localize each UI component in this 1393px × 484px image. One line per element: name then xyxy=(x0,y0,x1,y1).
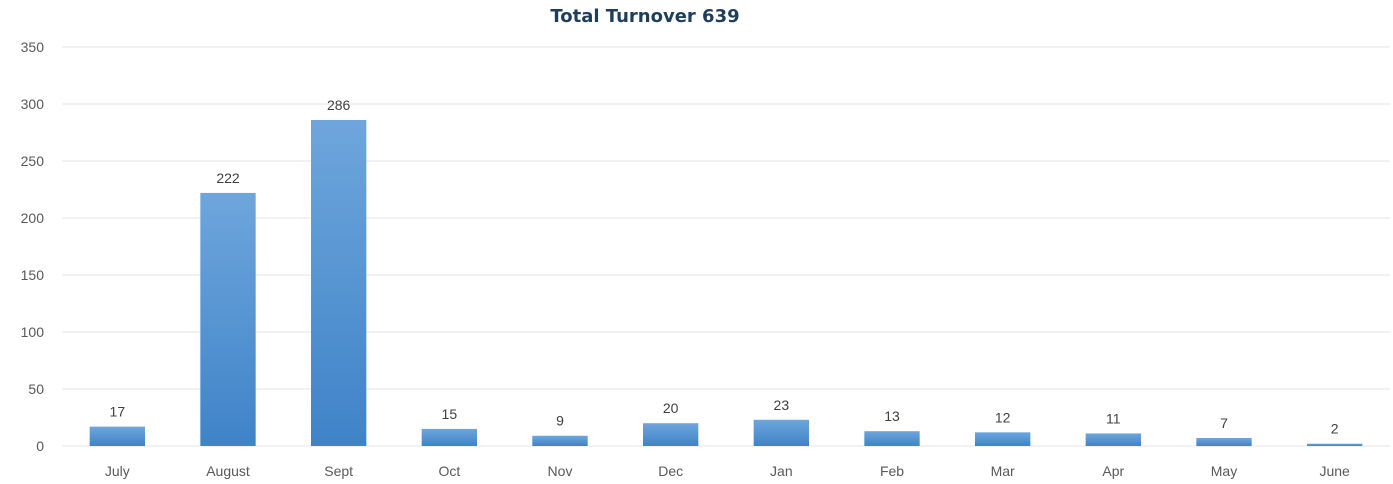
bar-july xyxy=(89,426,145,446)
bar-august xyxy=(200,192,256,446)
bar-oct xyxy=(421,428,477,446)
bar-nov xyxy=(532,435,588,446)
data-label: 11 xyxy=(1106,410,1121,426)
data-label: 2 xyxy=(1331,421,1339,437)
x-axis-ticks: July August Sept Oct Nov Dec Jan Feb Mar Apr May Ju… xyxy=(105,463,1350,479)
y-tick-label: 300 xyxy=(21,96,45,112)
x-tick-label: July xyxy=(105,463,130,479)
data-label: 7 xyxy=(1220,415,1228,431)
bar-june xyxy=(1307,443,1363,446)
y-tick-label: 250 xyxy=(21,153,45,169)
x-tick-label: August xyxy=(206,463,250,479)
y-tick-label: 200 xyxy=(21,210,45,226)
bar-sept xyxy=(311,119,367,447)
y-tick-label: 50 xyxy=(28,381,44,397)
bar-apr xyxy=(1085,433,1141,446)
bar-may xyxy=(1196,438,1252,446)
y-tick-label: 350 xyxy=(21,39,45,55)
data-label: 286 xyxy=(327,97,351,113)
data-label: 17 xyxy=(110,404,126,420)
x-tick-label: Jan xyxy=(770,463,793,479)
y-tick-label: 100 xyxy=(21,324,45,340)
bar-feb xyxy=(864,431,920,446)
x-tick-label: Sept xyxy=(324,463,353,479)
bars xyxy=(89,119,1363,447)
x-tick-label: June xyxy=(1319,463,1350,479)
bar-jan xyxy=(753,419,809,446)
data-label: 15 xyxy=(442,406,458,422)
x-tick-label: Oct xyxy=(438,463,460,479)
bar-mar xyxy=(975,432,1031,446)
data-label: 20 xyxy=(663,400,679,416)
data-label: 222 xyxy=(216,170,240,186)
x-tick-label: Dec xyxy=(658,463,683,479)
y-tick-label: 150 xyxy=(21,267,45,283)
bar-dec xyxy=(643,423,699,446)
x-tick-label: Apr xyxy=(1102,463,1124,479)
y-axis-ticks: 0 50 100 150 200 250 300 350 xyxy=(21,39,45,454)
x-tick-label: Feb xyxy=(880,463,904,479)
data-label: 23 xyxy=(774,397,790,413)
data-label: 13 xyxy=(884,408,900,424)
y-tick-label: 0 xyxy=(36,438,44,454)
data-label: 9 xyxy=(556,413,564,429)
x-tick-label: Mar xyxy=(991,463,1015,479)
gridlines xyxy=(62,46,1390,447)
x-tick-label: May xyxy=(1211,463,1237,479)
data-label: 12 xyxy=(995,409,1011,425)
data-labels: 17 222 286 15 9 20 23 13 12 11 7 2 xyxy=(110,97,1339,437)
chart-title: Total Turnover 639 xyxy=(550,6,740,27)
x-tick-label: Nov xyxy=(548,463,573,479)
